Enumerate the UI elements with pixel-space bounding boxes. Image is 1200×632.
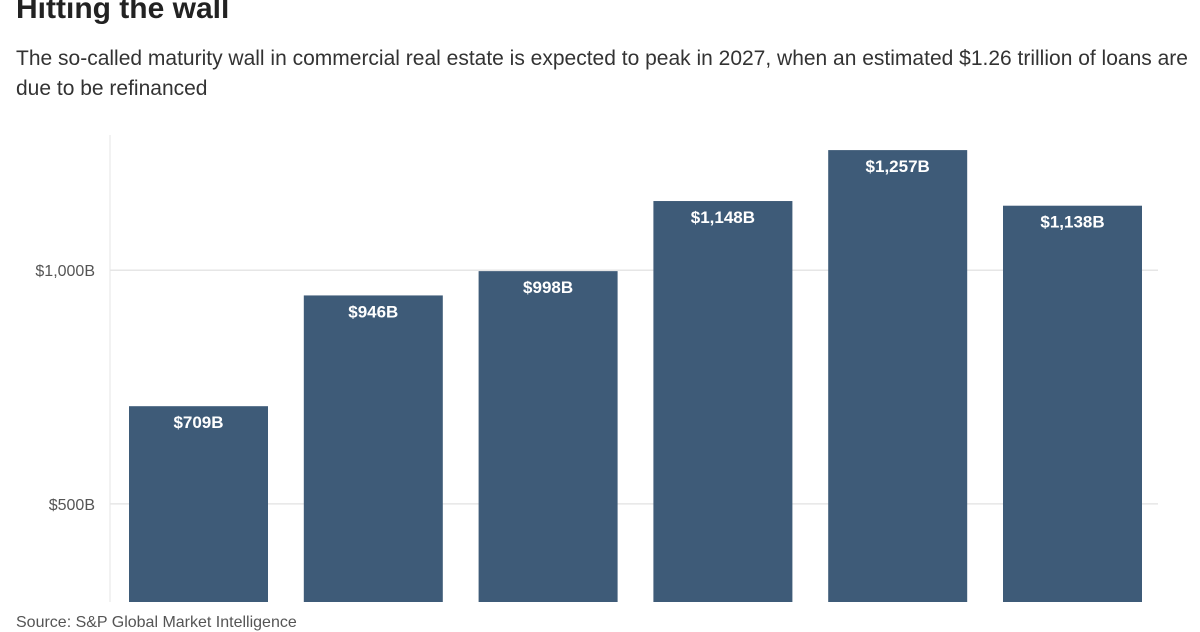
data-labels: $709B $946B $998B $1,148B $1,257B $1,138B (173, 157, 1104, 432)
gridlines (110, 269, 1158, 505)
data-label-5: $1,138B (1040, 213, 1104, 232)
bar-1 (303, 295, 443, 602)
bar-0 (129, 406, 268, 602)
y-tick-label-1: $1,000B (35, 263, 95, 280)
data-label-3: $1,148B (691, 208, 755, 227)
y-tick-label-0: $500B (49, 497, 95, 514)
data-label-2: $998B (523, 278, 573, 297)
chart-subtitle: The so-called maturity wall in commercia… (16, 47, 1188, 100)
chart-title: Hitting the wall (16, 0, 230, 25)
data-label-1: $946B (348, 302, 398, 321)
y-tick-labels: $500B $1,000B (35, 263, 95, 514)
source-note: Source: S&P Global Market Intelligence (16, 614, 297, 631)
bar-3 (653, 201, 793, 602)
bars (129, 150, 1142, 603)
bar-4 (828, 150, 968, 603)
data-label-4: $1,257B (866, 157, 930, 176)
bar-2 (478, 271, 618, 602)
bar-5 (1003, 205, 1142, 603)
data-label-0: $709B (173, 413, 223, 432)
